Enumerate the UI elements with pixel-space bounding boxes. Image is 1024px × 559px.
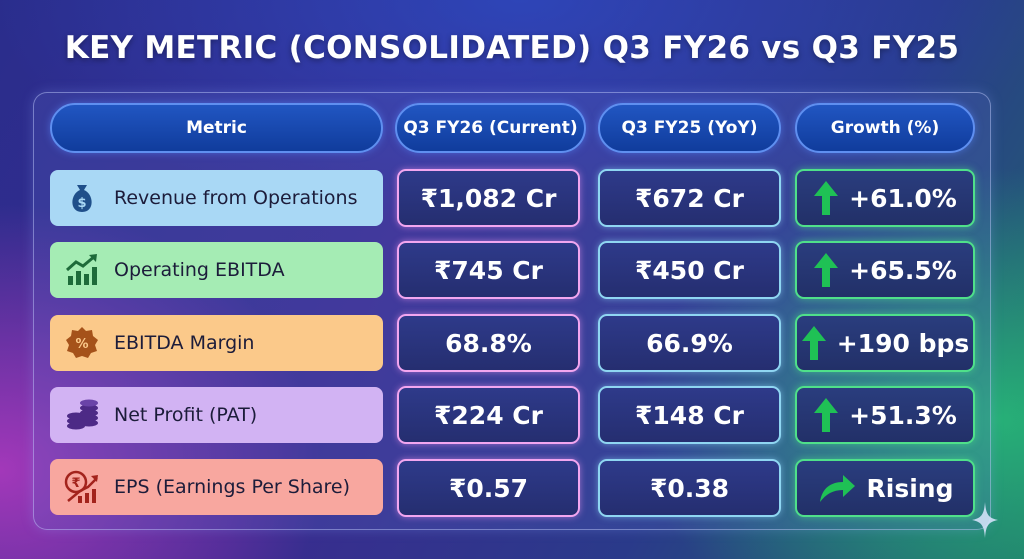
value-previous: ₹672 Cr [598, 169, 781, 227]
value-current: 68.8% [397, 314, 580, 372]
metric-label: Revenue from Operations [114, 187, 358, 209]
growth-value: +61.0% [849, 183, 957, 213]
coin-stack-icon [64, 397, 100, 433]
header-previous-label: Q3 FY25 (YoY) [621, 118, 758, 138]
metrics-panel [33, 92, 991, 530]
money-bag-icon: $ [64, 180, 100, 216]
value-current: ₹224 Cr [397, 386, 580, 444]
growth-cell: +61.0% [795, 169, 975, 227]
header-current-label: Q3 FY26 (Current) [403, 118, 578, 138]
header-growth: Growth (%) [795, 103, 975, 153]
metric-label: EBITDA Margin [114, 332, 255, 354]
page-title: KEY METRIC (CONSOLIDATED) Q3 FY26 vs Q3 … [64, 30, 960, 66]
metric-row-net-profit: Net Profit (PAT) [50, 387, 383, 443]
growth-value: +190 bps [836, 328, 970, 358]
value-previous: ₹0.38 [598, 459, 781, 517]
percent-badge-icon: % [64, 325, 100, 361]
growth-cell: Rising [795, 459, 975, 517]
growth-cell: +65.5% [795, 241, 975, 299]
metric-label: Operating EBITDA [114, 259, 285, 281]
header-growth-label: Growth (%) [830, 118, 940, 138]
metric-row-ebitda: Operating EBITDA [50, 242, 383, 298]
value-previous: ₹450 Cr [598, 241, 781, 299]
growth-value: Rising [866, 473, 954, 503]
up-arrow-icon [813, 180, 839, 216]
metric-label: EPS (Earnings Per Share) [114, 476, 351, 498]
value-previous: ₹148 Cr [598, 386, 781, 444]
metric-row-eps: ₹ EPS (Earnings Per Share) [50, 459, 383, 515]
growth-value: +65.5% [849, 255, 957, 285]
svg-text:₹: ₹ [71, 476, 80, 491]
curved-arrow-icon [817, 472, 857, 504]
svg-text:%: % [75, 337, 88, 352]
up-arrow-icon [813, 252, 839, 288]
metric-label: Net Profit (PAT) [114, 404, 258, 426]
value-current: ₹1,082 Cr [397, 169, 580, 227]
value-current: ₹745 Cr [397, 241, 580, 299]
header-metric: Metric [50, 103, 383, 153]
sparkle-icon [972, 502, 998, 538]
rupee-trend-icon: ₹ [64, 469, 100, 505]
growth-value: +51.3% [849, 400, 957, 430]
header-previous: Q3 FY25 (YoY) [598, 103, 781, 153]
up-arrow-icon [801, 325, 827, 361]
header-metric-label: Metric [186, 118, 247, 138]
up-arrow-icon [813, 397, 839, 433]
svg-text:$: $ [77, 196, 86, 211]
metric-row-ebitda-margin: % EBITDA Margin [50, 315, 383, 371]
growth-cell: +51.3% [795, 386, 975, 444]
metric-row-revenue: $ Revenue from Operations [50, 170, 383, 226]
value-previous: 66.9% [598, 314, 781, 372]
growth-cell: +190 bps [795, 314, 975, 372]
growth-chart-icon [64, 252, 100, 288]
header-current: Q3 FY26 (Current) [395, 103, 586, 153]
value-current: ₹0.57 [397, 459, 580, 517]
